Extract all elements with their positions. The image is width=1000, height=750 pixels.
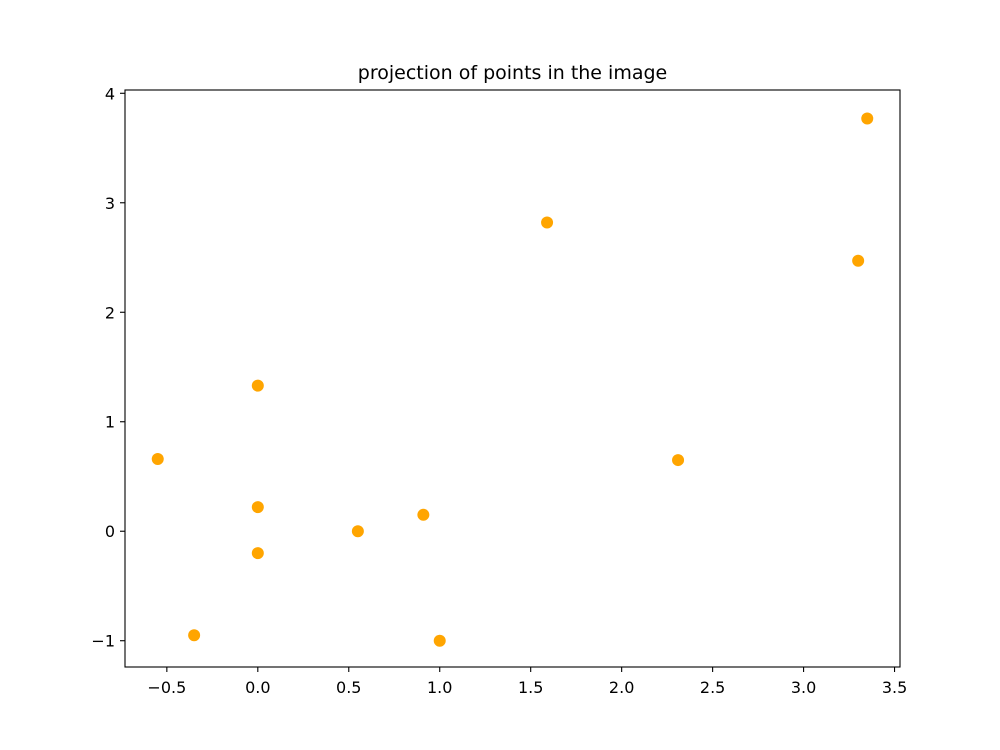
data-point-11 — [852, 254, 865, 267]
data-point-8 — [433, 634, 446, 647]
x-tick-label: 1.0 — [427, 678, 452, 697]
data-point-7 — [417, 508, 430, 521]
y-tick-label: 1 — [105, 413, 115, 432]
data-point-3 — [251, 379, 264, 392]
plot-frame — [124, 89, 901, 668]
chart-title: projection of points in the image — [358, 62, 667, 84]
data-point-4 — [251, 501, 264, 514]
x-axis: −0.5 0.0 0.5 1.0 1.5 2.0 2.5 3.0 3.5 — [147, 667, 907, 697]
marker-layer — [151, 112, 874, 647]
y-tick-label: 3 — [105, 194, 115, 213]
y-tick-label: 2 — [105, 303, 115, 322]
data-point-2 — [188, 629, 201, 642]
x-tick-label: −0.5 — [147, 678, 186, 697]
x-tick-label: 0.0 — [245, 678, 270, 697]
x-tick-label: 1.5 — [518, 678, 543, 697]
data-point-10 — [672, 454, 685, 467]
data-point-1 — [151, 452, 164, 465]
data-point-9 — [541, 216, 554, 229]
y-tick-label: −1 — [91, 632, 115, 651]
x-tick-label: 0.5 — [336, 678, 361, 697]
y-axis: −1 0 1 2 3 4 — [91, 84, 125, 651]
y-tick-label: 4 — [105, 84, 115, 103]
x-tick-label: 3.5 — [882, 678, 907, 697]
data-point-6 — [351, 525, 364, 538]
data-point-12 — [861, 112, 874, 125]
data-point-5 — [251, 547, 264, 560]
x-tick-label: 3.0 — [791, 678, 816, 697]
x-tick-label: 2.0 — [609, 678, 634, 697]
y-tick-label: 0 — [105, 522, 115, 541]
x-tick-label: 2.5 — [700, 678, 725, 697]
